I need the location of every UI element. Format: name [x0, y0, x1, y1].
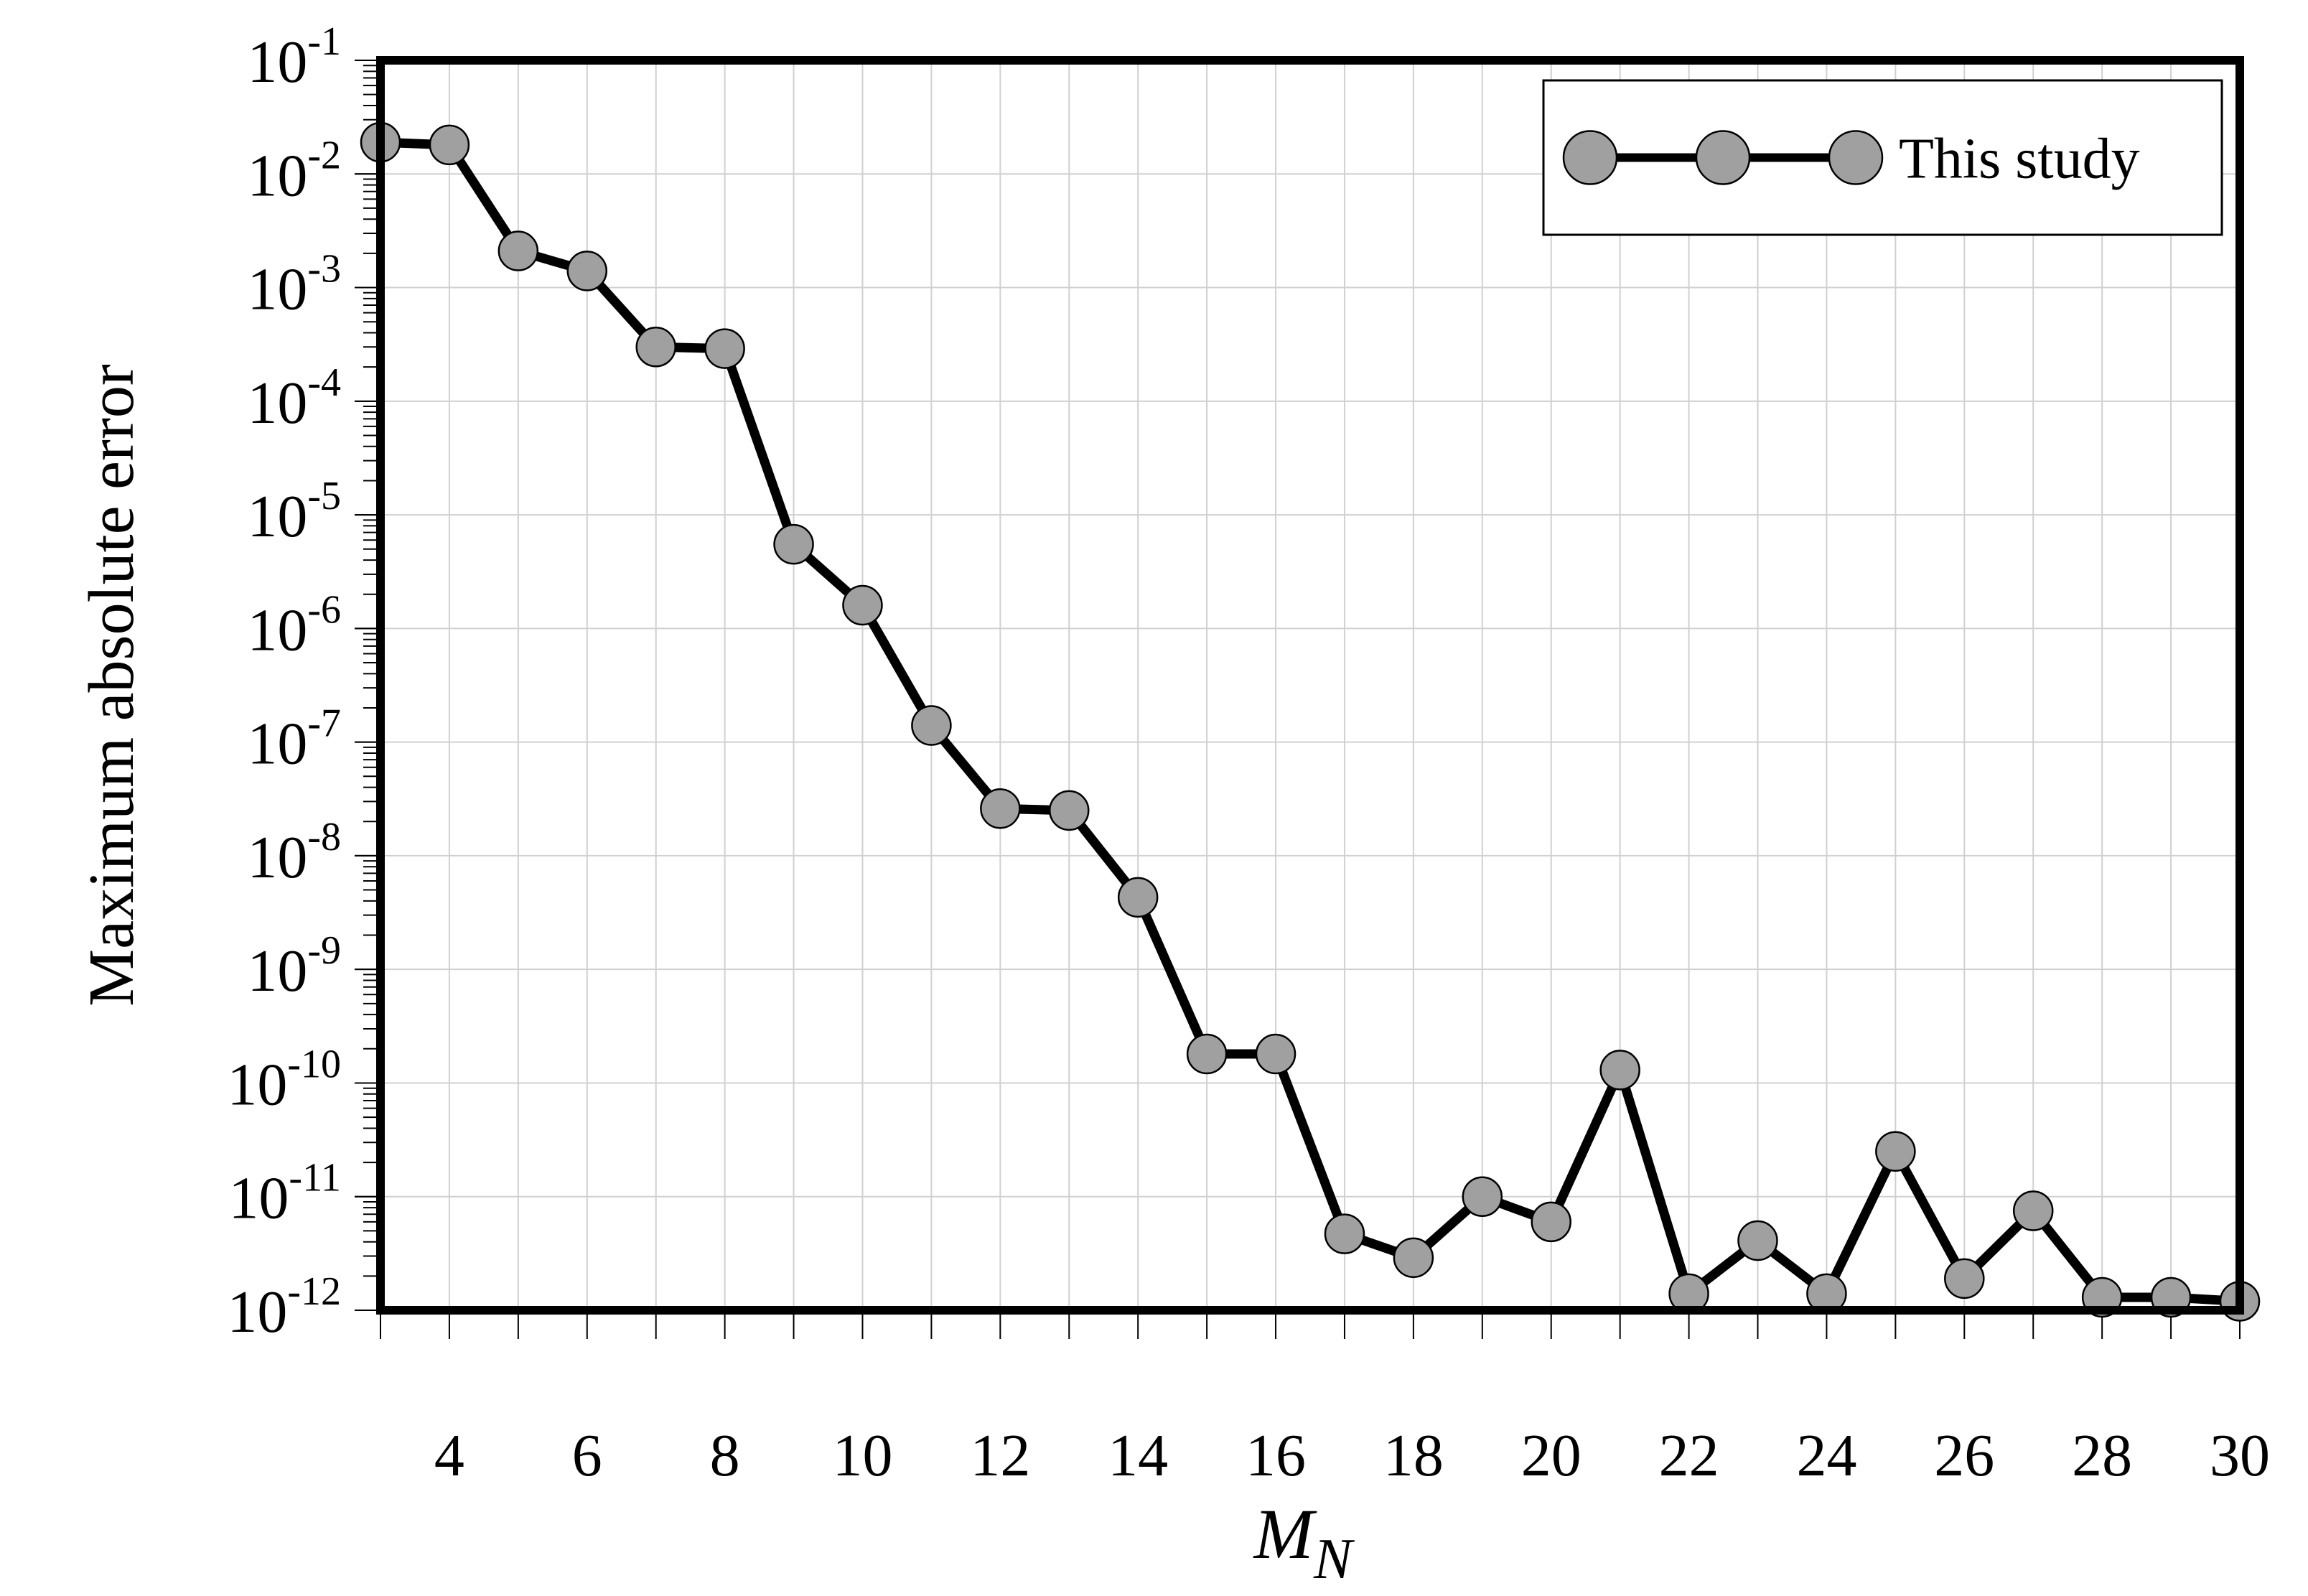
y-tick-label-exponent: -5 — [307, 474, 341, 518]
data-point — [1737, 1220, 1778, 1261]
y-tick-label: 10-7 — [247, 701, 341, 778]
minor-ticks — [355, 60, 2241, 1339]
data-point — [773, 523, 814, 565]
y-tick-label: 10-1 — [247, 19, 341, 95]
y-tick-label-base: 10 — [227, 1051, 287, 1118]
x-tick-label: 26 — [1934, 1422, 1994, 1489]
legend-marker — [1562, 130, 1618, 185]
data-point — [1393, 1237, 1434, 1279]
data-point — [1186, 1033, 1228, 1075]
x-axis-label-main: M — [1253, 1494, 1317, 1574]
data-point — [1049, 790, 1090, 831]
y-tick-label-base: 10 — [247, 29, 307, 95]
y-tick-label-base: 10 — [247, 256, 307, 323]
data-point — [1531, 1201, 1571, 1243]
data-point — [980, 788, 1021, 829]
x-axis-label: MN — [1253, 1494, 1355, 1591]
data-point — [911, 705, 952, 746]
data-point — [1944, 1258, 1985, 1299]
y-tick-label: 10-9 — [247, 928, 341, 1004]
data-point — [1875, 1131, 1916, 1172]
y-tick-label-exponent: -1 — [307, 19, 341, 64]
y-tick-label-exponent: -3 — [307, 247, 341, 291]
legend-marker — [1828, 130, 1884, 185]
x-tick-label: 8 — [710, 1422, 740, 1489]
data-point — [1324, 1213, 1365, 1254]
plot-frame — [376, 56, 2244, 1315]
grid — [380, 60, 2241, 1311]
x-tick-label: 12 — [970, 1422, 1030, 1489]
data-point — [842, 584, 883, 626]
y-tick-label: 10-11 — [228, 1156, 341, 1232]
y-tick-label: 10-3 — [247, 247, 341, 323]
x-tick-label: 16 — [1246, 1422, 1306, 1489]
x-tick-label: 24 — [1796, 1422, 1856, 1489]
legend-marker — [1695, 130, 1751, 185]
y-tick-label-exponent: -2 — [307, 133, 341, 177]
y-tick-label-exponent: -12 — [287, 1269, 341, 1314]
data-point — [1599, 1050, 1640, 1091]
y-tick-label-exponent: -7 — [307, 701, 341, 746]
y-tick-label: 10-8 — [247, 815, 341, 891]
y-tick-label: 10-2 — [247, 133, 341, 209]
y-tick-label-base: 10 — [247, 597, 307, 663]
y-tick-label: 10-5 — [247, 474, 341, 550]
y-tick-label-exponent: -8 — [307, 815, 341, 859]
y-tick-label-exponent: -11 — [289, 1156, 341, 1200]
x-tick-label: 22 — [1659, 1422, 1719, 1489]
y-tick-label-base: 10 — [247, 142, 307, 209]
x-tick-label: 14 — [1108, 1422, 1168, 1489]
data-point — [566, 251, 608, 291]
x-tick-label: 30 — [2210, 1422, 2270, 1489]
data-point — [1255, 1033, 1297, 1075]
y-tick-label-base: 10 — [247, 711, 307, 778]
y-tick-labels: 10-110-210-310-410-510-610-710-810-910-1… — [227, 19, 341, 1345]
y-tick-label-exponent: -10 — [287, 1042, 341, 1086]
data-point — [704, 328, 745, 369]
x-tick-label: 4 — [434, 1422, 464, 1489]
y-tick-label: 10-10 — [227, 1042, 341, 1118]
data-point — [497, 230, 539, 271]
x-tick-labels: 4 6 8 10 12 14 16 18 20 22 24 26 28 30 — [434, 1422, 2270, 1489]
legend: This study — [1542, 79, 2223, 236]
y-tick-label-exponent: -4 — [307, 360, 341, 405]
x-tick-label: 20 — [1521, 1422, 1582, 1489]
y-tick-label-exponent: -9 — [307, 928, 341, 973]
y-tick-label-base: 10 — [247, 483, 307, 550]
y-tick-label: 10-12 — [227, 1269, 341, 1345]
series-line — [380, 137, 2241, 1306]
y-tick-label-base: 10 — [247, 370, 307, 437]
data-point — [1462, 1176, 1503, 1217]
y-tick-label-base: 10 — [228, 1165, 289, 1232]
y-axis-label: Maximum absolute error — [76, 364, 147, 1007]
x-tick-label: 28 — [2072, 1422, 2132, 1489]
y-tick-label-base: 10 — [247, 824, 307, 891]
y-tick-label-base: 10 — [227, 1279, 287, 1345]
legend-label: This study — [1899, 128, 2140, 191]
y-tick-label-exponent: -6 — [307, 587, 341, 632]
data-point — [429, 124, 470, 166]
series-this-study — [360, 121, 2261, 1322]
y-tick-label: 10-6 — [247, 587, 341, 663]
data-point — [1117, 877, 1159, 918]
x-tick-label: 18 — [1383, 1422, 1444, 1489]
x-tick-label: 6 — [572, 1422, 602, 1489]
x-tick-label: 10 — [832, 1422, 892, 1489]
data-point — [635, 327, 676, 368]
data-point — [2012, 1190, 2054, 1231]
y-tick-label-base: 10 — [247, 938, 307, 1004]
x-axis-label-subscript: N — [1313, 1528, 1355, 1591]
y-tick-label: 10-4 — [247, 360, 341, 437]
